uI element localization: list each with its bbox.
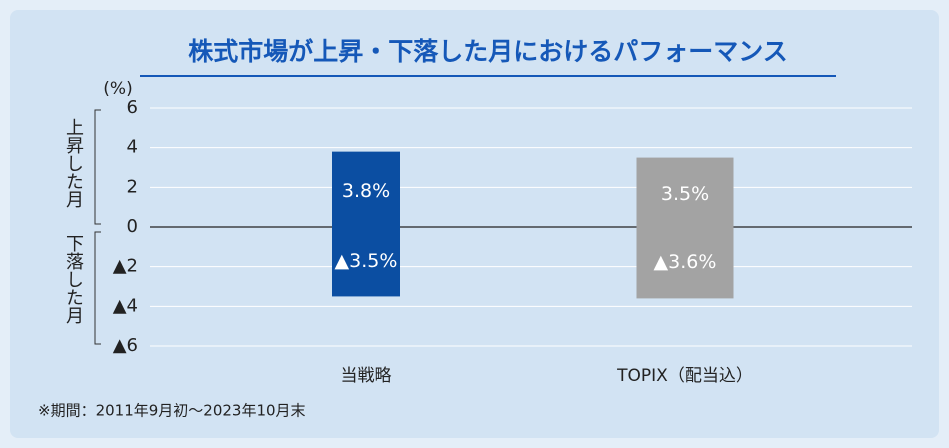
- bar: [332, 227, 400, 297]
- y-tick-label: ▲4: [113, 295, 138, 316]
- y-tick-label: ▲2: [113, 256, 138, 277]
- bracket-down: [94, 231, 101, 345]
- x-tick-label: TOPIX（配当込）: [616, 366, 753, 386]
- bar: [636, 227, 734, 299]
- value-label: ▲3.5%: [335, 250, 398, 272]
- axis-side-label: 上昇した月: [63, 118, 84, 208]
- y-tick-label: 0: [127, 216, 138, 237]
- value-label: ▲3.6%: [654, 251, 717, 273]
- chart-title: 株式市場が上昇・下落した月におけるパフォーマンス: [188, 37, 788, 66]
- footnote: ※期間：2011年9月初～2023年10月末: [38, 402, 306, 420]
- x-tick-label: 当戦略: [341, 366, 392, 386]
- panel: [10, 10, 939, 438]
- y-tick-label: ▲6: [113, 335, 138, 356]
- value-label: 3.8%: [342, 180, 390, 202]
- axis-side-label: 下落した月: [63, 234, 84, 324]
- y-tick-label: 4: [127, 137, 138, 158]
- bar: [332, 151, 400, 227]
- value-label: 3.5%: [661, 183, 709, 205]
- unit-label: (%): [103, 79, 132, 99]
- y-tick-label: 6: [127, 97, 138, 118]
- bracket-up: [94, 109, 101, 225]
- bar: [636, 157, 734, 227]
- y-tick-label: 2: [127, 176, 138, 197]
